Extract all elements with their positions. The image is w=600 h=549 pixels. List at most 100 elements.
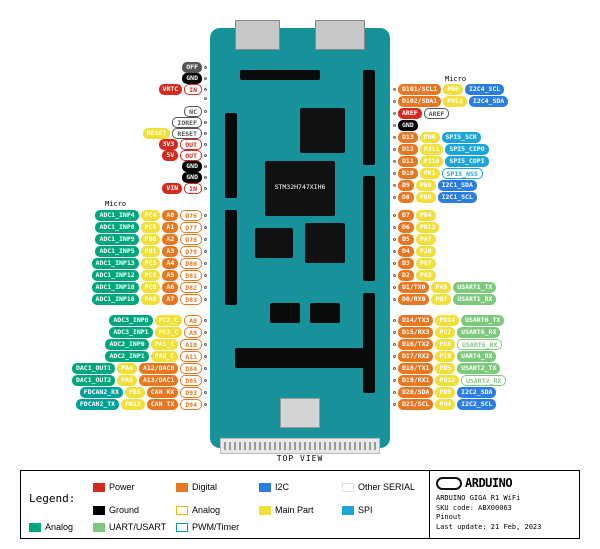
legend-title: Legend: [29, 492, 89, 505]
pin-label: I2C2_SDA [457, 387, 496, 398]
pin-label: A8 [184, 315, 202, 326]
pin-label: D1/TX0 [398, 282, 429, 293]
pin-label: ADC1_INP9 [95, 234, 138, 245]
pin-label: CAN TX [147, 399, 178, 410]
pin-label: ADC1_INP13 [92, 258, 139, 269]
pin-row: ADC2_INP0PA1_CA10 [104, 339, 208, 350]
pin-label: D18/TX1 [398, 363, 433, 374]
pin-label: D79 [180, 246, 202, 257]
pin-label: IOREF [172, 117, 202, 128]
pin-label: UART4_RX [457, 351, 496, 362]
pin-label: A7 [162, 294, 178, 305]
pin-row: VRTCIN [158, 84, 208, 95]
legend-item: Analog [29, 522, 89, 532]
pin-row: GND [181, 73, 208, 84]
pin-label: PB13 [121, 399, 145, 410]
pin-label: PB7 [431, 294, 451, 305]
pin-row: ADC1_INP8PC5A1D77 [94, 222, 208, 233]
pin-label: GND [182, 73, 202, 84]
doc-type: Pinout [436, 513, 573, 523]
pin-label: A13/DAC1 [139, 375, 178, 386]
section-label-right-micro: Micro [445, 75, 466, 83]
pin-label: USART2_TX [457, 363, 500, 374]
pin-label: A6 [162, 282, 178, 293]
legend-swatch [342, 483, 354, 492]
pin-row: GND [181, 172, 208, 183]
pin-label: USART1_TX [453, 282, 496, 293]
pin-row: D20/SDAPD9I2C2_SDA [392, 387, 497, 398]
legend-swatch [259, 506, 271, 515]
pin-label: DAC1_OUT1 [72, 363, 115, 374]
header-strip-right-3 [363, 293, 375, 393]
chip-4 [255, 228, 293, 258]
pin-label: A2 [162, 234, 178, 245]
pin-row [203, 95, 208, 102]
pin-label: D101/SCL1 [398, 84, 441, 95]
pin-label: D8 [398, 192, 414, 203]
pin-label: PH4 [435, 399, 455, 410]
pin-label: PH6 [420, 132, 440, 143]
pin-label: A10 [180, 339, 202, 350]
pin-row: D10PK1SPI5_NSS [392, 168, 484, 179]
pin-label: D85 [180, 375, 202, 386]
pin-row: RESETRESET [142, 128, 208, 139]
pin-label: A0 [162, 210, 178, 221]
info-panel: ARDUINO ARDUINO GIGA R1 WiFi SKU code: A… [429, 471, 579, 538]
pin-label: PB5 [125, 387, 145, 398]
pin-label: D81 [180, 270, 202, 281]
pin-label: VIN [162, 183, 182, 194]
mcu-label: STM32H747XIH6 [265, 161, 335, 191]
pin-label: PH12 [443, 96, 467, 107]
legend-swatch [342, 506, 354, 515]
usb-connector-a [235, 20, 280, 50]
board-outline: STM32H747XIH6 [210, 28, 390, 448]
pin-label: D102/SDA1 [398, 96, 441, 107]
pin-label: 5V [162, 150, 178, 161]
pin-row: ADC1_INP16PA0A7D83 [91, 294, 208, 305]
pin-label: D10 [398, 168, 418, 179]
pin-label: NC [184, 106, 202, 117]
legend-swatch [93, 506, 105, 515]
pin-label: FDCAN2_RX [80, 387, 123, 398]
pin-label: A5 [162, 270, 178, 281]
pin-row: OFF [181, 62, 208, 73]
pin-label: AREF [424, 108, 450, 119]
pin-label: ADC1_INP5 [95, 246, 138, 257]
header-strip-left-1 [225, 113, 237, 198]
pin-label: A1 [162, 222, 178, 233]
pin-label: PB6 [443, 84, 463, 95]
header-strip-top-l [240, 70, 320, 80]
pin-label: PJ11 [420, 144, 444, 155]
pin-row: D7PB4 [392, 210, 437, 221]
pin-label: PB12 [435, 375, 459, 386]
pin-label: CAN RX [147, 387, 178, 398]
pin-label: PB1 [141, 246, 161, 257]
header-strip-bottom [235, 348, 365, 368]
mcu-chip: STM32H747XIH6 [265, 161, 335, 216]
pin-row: D4PJ8 [392, 246, 437, 257]
pin-label: D76 [180, 210, 202, 221]
header-small-1 [270, 303, 300, 323]
pin-label: DAC1_OUT2 [72, 375, 115, 386]
pin-row: D8PB8I2C1_SCL [392, 192, 478, 203]
pin-row: D12PJ11SPI5_CIPO [392, 144, 490, 155]
pin-label: ADC1_INP16 [92, 294, 139, 305]
pin-label: PC2_C [155, 315, 183, 326]
pin-label: PI9 [435, 351, 455, 362]
view-label: TOP VIEW [0, 454, 600, 463]
pin-label: D13 [398, 132, 418, 143]
pin-label: PA7 [416, 234, 436, 245]
pin-label: D2 [398, 270, 414, 281]
chip-2 [300, 108, 345, 153]
pin-label: AREF [398, 108, 422, 119]
pin-label: PG7 [416, 258, 436, 269]
pin-row: ADC1_INP12PC2A5D81 [91, 270, 208, 281]
pin-label: VRTC [159, 84, 183, 95]
footer: Legend: PowerDigitalI2COther SERIALGroun… [20, 470, 580, 539]
pin-row: D5PA7 [392, 234, 437, 245]
pin-label: PJ8 [416, 246, 436, 257]
pin-label: A4 [162, 258, 178, 269]
pin-row: IOREF [171, 117, 208, 128]
legend-swatch [176, 523, 188, 532]
pin-label: D93 [180, 387, 202, 398]
